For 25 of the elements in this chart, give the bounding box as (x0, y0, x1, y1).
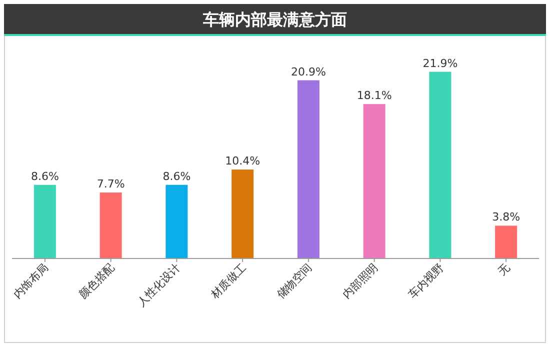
bar (495, 226, 518, 258)
x-tick-label: 人性化设计 (134, 260, 183, 310)
bar (100, 192, 122, 258)
data-label: 7.7% (96, 178, 125, 191)
data-label: 3.8% (492, 210, 520, 224)
data-label: 8.6% (162, 170, 191, 183)
x-tick-label: 内饰布局 (10, 260, 52, 302)
bar (429, 72, 452, 258)
bar (363, 104, 386, 258)
x-tick-label: 无 (495, 260, 512, 278)
data-label: 8.6% (30, 170, 59, 183)
x-tick-label: 储物空间 (274, 260, 315, 302)
bar (34, 184, 56, 258)
data-label: 10.4% (225, 154, 260, 168)
bar (232, 170, 254, 258)
data-label: 20.9% (290, 65, 326, 78)
data-label: 18.1% (356, 89, 392, 102)
x-tick-label: 车内视野 (406, 260, 446, 302)
chart-title: 车辆内部最满意方面 (202, 10, 347, 29)
data-label: 21.9% (422, 56, 458, 70)
x-tick-label: 材质做工 (208, 260, 249, 302)
x-tick-label: 内部照明 (340, 260, 380, 302)
bar (166, 184, 188, 258)
x-tick-label: 颜色搭配 (76, 260, 117, 302)
bar (297, 80, 320, 258)
